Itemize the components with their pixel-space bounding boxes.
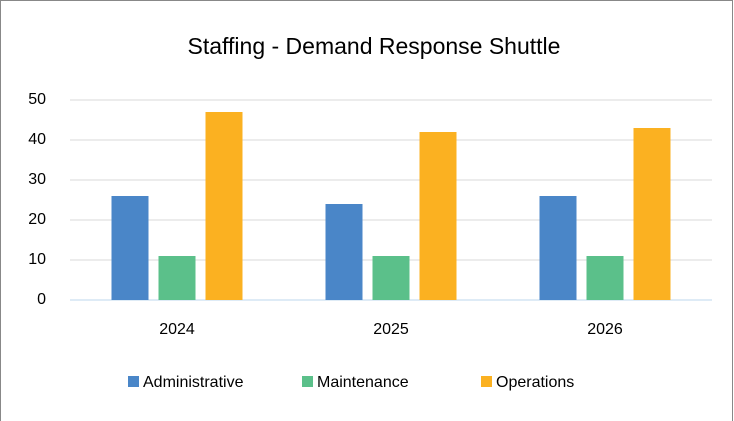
bar (633, 128, 671, 300)
legend-label: Operations (496, 374, 574, 391)
chart-title: Staffing - Demand Response Shuttle (188, 33, 561, 59)
bar (325, 204, 363, 300)
x-tick-label: 2026 (587, 321, 623, 338)
legend-label: Administrative (143, 374, 244, 391)
bar (372, 256, 410, 300)
y-tick-label: 50 (28, 91, 46, 108)
x-tick-label: 2025 (373, 321, 409, 338)
y-tick-label: 10 (28, 251, 46, 268)
legend-swatch (481, 376, 492, 387)
bar (419, 132, 457, 300)
legend-swatch (128, 376, 139, 387)
bar (586, 256, 624, 300)
y-tick-label: 40 (28, 131, 46, 148)
bar (158, 256, 196, 300)
y-tick-label: 30 (28, 171, 46, 188)
bar (539, 196, 577, 300)
y-tick-label: 20 (28, 211, 46, 228)
bar (111, 196, 149, 300)
y-tick-label: 0 (37, 291, 46, 308)
legend-label: Maintenance (317, 374, 409, 391)
legend-swatch (302, 376, 313, 387)
x-tick-label: 2024 (159, 321, 195, 338)
bar (205, 112, 243, 300)
